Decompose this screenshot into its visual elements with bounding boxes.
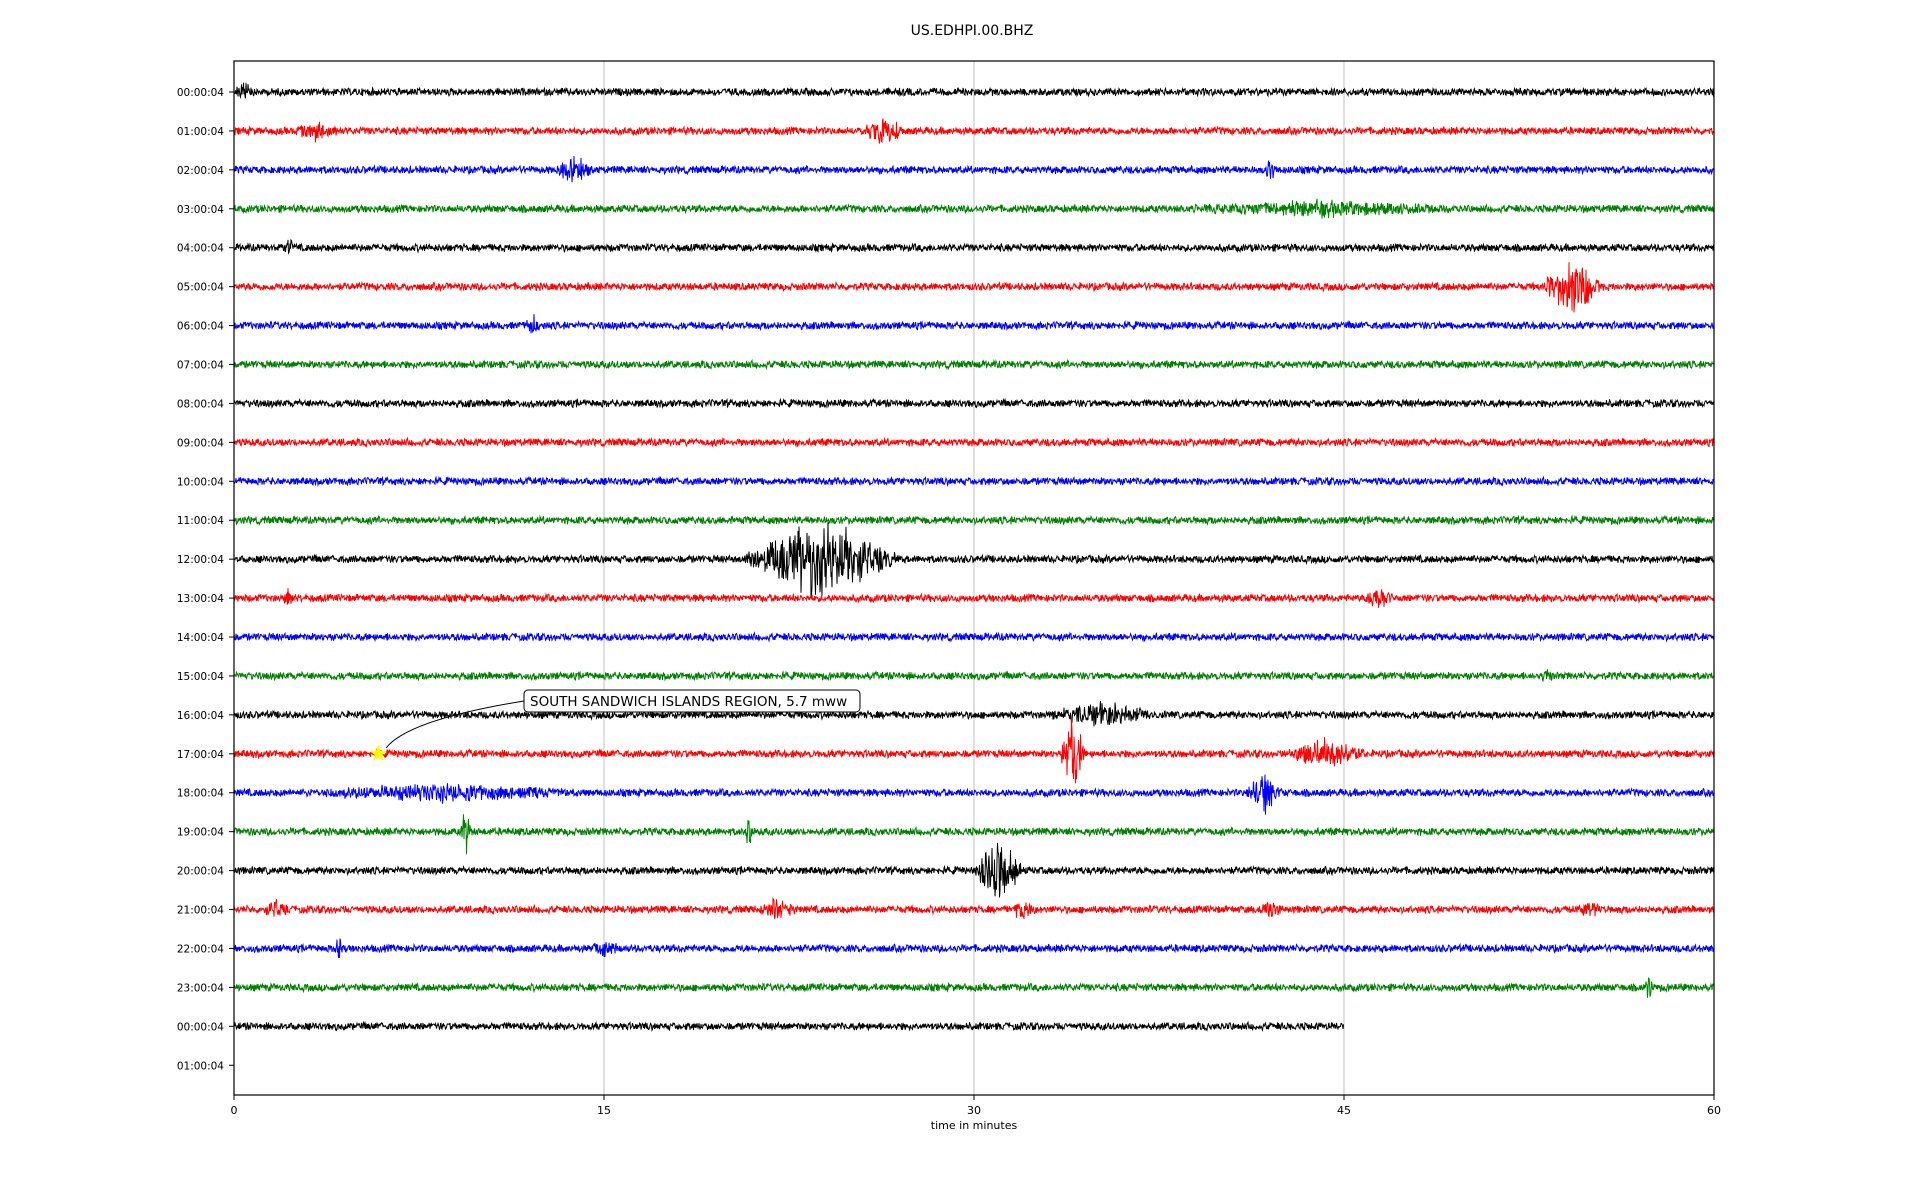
row-time-label: 01:00:04: [177, 1060, 224, 1072]
x-tick-label: 30: [967, 1104, 981, 1117]
trace-line: [233, 397, 1715, 410]
trace-line: [233, 774, 1715, 815]
trace-line: [233, 475, 1715, 488]
trace-line: [233, 262, 1715, 313]
row-time-label: 00:00:04: [177, 1021, 224, 1033]
event-star-marker: [369, 744, 387, 762]
row-time-label: 01:00:04: [177, 126, 224, 138]
trace-line: [233, 588, 1715, 608]
trace-line: [233, 514, 1715, 526]
row-time-label: 19:00:04: [177, 827, 224, 839]
grid-lines: [603, 61, 1345, 1095]
row-time-label: 12:00:04: [177, 554, 224, 566]
trace-line: [233, 82, 1715, 99]
chart-title: US.EDHPI.00.BHZ: [911, 23, 1034, 39]
annotation-box: [523, 689, 861, 713]
row-time-label: 02:00:04: [177, 165, 224, 177]
row-time-label: 00:00:04: [177, 87, 224, 99]
trace-line: [233, 669, 1715, 683]
trace-line: [233, 897, 1715, 920]
trace-line: [233, 842, 1715, 898]
row-time-label: 23:00:04: [177, 982, 224, 994]
trace-line: [233, 938, 1715, 959]
row-time-label: 05:00:04: [177, 282, 224, 294]
trace-line: [233, 238, 1715, 255]
trace-line: [233, 155, 1715, 183]
trace-line: [233, 1020, 1345, 1033]
row-time-label: 08:00:04: [177, 398, 224, 410]
x-tick-label: 0: [231, 1104, 238, 1117]
x-tick-label: 45: [1337, 1104, 1351, 1117]
row-time-label: 10:00:04: [177, 476, 224, 488]
trace-line: [233, 522, 1715, 598]
row-time-label: 07:00:04: [177, 360, 224, 372]
trace-line: [233, 814, 1715, 855]
row-time-label: 22:00:04: [177, 943, 224, 955]
row-time-label: 06:00:04: [177, 321, 224, 333]
row-time-label: 15:00:04: [177, 671, 224, 683]
x-tick-layer: 0 15 30 45 60: [231, 1095, 1721, 1117]
row-time-label: 09:00:04: [177, 437, 224, 449]
row-time-label: 20:00:04: [177, 866, 224, 878]
trace-line: [233, 314, 1715, 334]
row-time-label: 17:00:04: [177, 749, 224, 761]
row-time-label: 16:00:04: [177, 710, 224, 722]
row-time-label: 13:00:04: [177, 593, 224, 605]
row-time-label: 11:00:04: [177, 515, 224, 527]
trace-line: [233, 977, 1715, 998]
annotation-text: SOUTH SANDWICH ISLANDS REGION, 5.7 mww: [530, 694, 847, 710]
row-label-layer: 00:00:04 01:00:04 02:00:04 03:00:04 04:00:04…: [177, 87, 234, 1072]
plot-frame: [233, 60, 1715, 1096]
trace-line: [233, 701, 1715, 727]
trace-line: [233, 436, 1715, 449]
trace-line: [233, 118, 1715, 144]
event-annotation: SOUTH SANDWICH ISLANDS REGION, 5.7 mww: [369, 689, 861, 762]
x-tick-label: 60: [1707, 1104, 1721, 1117]
row-time-label: 04:00:04: [177, 243, 224, 255]
trace-line: [233, 631, 1715, 643]
trace-line: [233, 358, 1715, 371]
x-axis-label: time in minutes: [931, 1119, 1018, 1132]
row-time-label: 03:00:04: [177, 204, 224, 216]
row-time-label: 18:00:04: [177, 788, 224, 800]
x-tick-label: 15: [597, 1104, 611, 1117]
row-time-label: 21:00:04: [177, 905, 224, 917]
annotation-leader: [385, 700, 525, 749]
trace-line: [233, 198, 1715, 219]
trace-layer: [233, 82, 1715, 1033]
row-time-label: 14:00:04: [177, 632, 224, 644]
trace-line: [233, 717, 1715, 784]
